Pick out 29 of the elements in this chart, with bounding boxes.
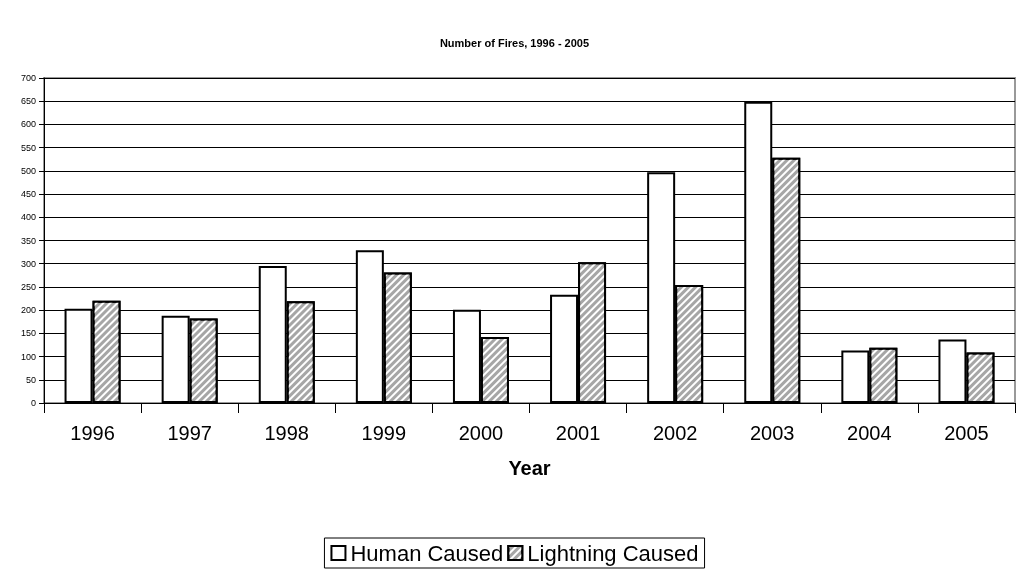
y-tick-label: 350 [20, 235, 36, 246]
x-tick-label: 1999 [361, 422, 407, 444]
x-tick-label: 2004 [847, 422, 892, 444]
y-tick-label: 300 [20, 258, 36, 269]
legend-label: Human Caused [350, 540, 504, 566]
y-tick-label: 100 [20, 351, 36, 362]
y-tick-label: 250 [20, 281, 36, 292]
y-tick-label: 550 [20, 142, 36, 153]
legend-label: Lightning Caused [527, 540, 699, 566]
y-tick-label: 50 [25, 374, 36, 385]
x-tick-label: 2005 [944, 422, 989, 444]
chart-title: Number of Fires, 1996 - 2005 [439, 36, 590, 49]
y-tick-label: 0 [30, 398, 36, 408]
x-axis-title: Year [508, 457, 551, 479]
y-tick-label: 400 [20, 212, 36, 223]
x-tick-label: 1997 [167, 422, 212, 444]
x-tick-label: 2002 [652, 422, 698, 444]
y-tick-label: 500 [20, 165, 36, 176]
y-tick-label: 700 [20, 73, 36, 83]
x-tick-label: 2000 [458, 422, 504, 444]
y-tick-label: 600 [20, 119, 36, 130]
y-tick-label: 650 [20, 96, 36, 107]
x-tick-label: 2003 [750, 422, 795, 444]
y-tick-label: 150 [20, 328, 36, 339]
y-tick-label: 200 [20, 305, 36, 316]
x-tick-label: 2001 [555, 422, 601, 444]
x-tick-label: 1996 [70, 422, 115, 444]
y-tick-label: 450 [20, 189, 36, 200]
x-tick-label: 1998 [264, 422, 309, 444]
